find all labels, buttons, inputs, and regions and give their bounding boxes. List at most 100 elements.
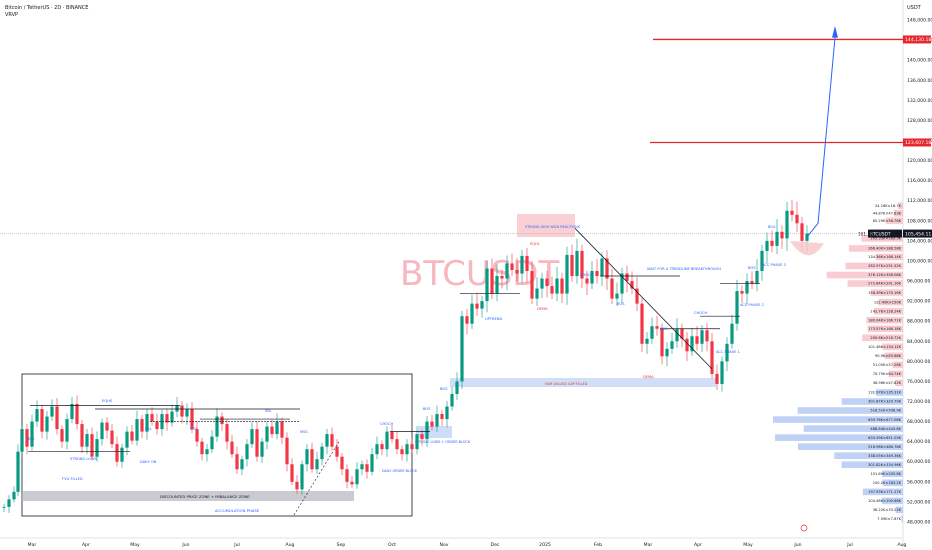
candle-body — [70, 404, 74, 420]
symbol-title: Bitcoin / TetherUS · 2D · BINANCE — [5, 5, 89, 11]
volume-profile-title: VRVP — [5, 12, 19, 18]
candle-body — [540, 278, 544, 289]
candle-body — [620, 273, 624, 294]
volume-profile-bar — [862, 334, 903, 342]
candle-body — [325, 434, 329, 447]
target-1-tag-text: 144,130.18 — [905, 37, 931, 43]
watermark-text: BTCUSDT — [400, 254, 559, 294]
volume-profile-label: 122.49K×150K — [874, 300, 902, 304]
candle-body — [555, 278, 559, 294]
structure-annotation: DAILY OB — [140, 460, 157, 464]
candle-body — [530, 271, 534, 299]
candle-body — [330, 434, 334, 447]
volume-profile-bar — [885, 217, 903, 225]
candle-body — [595, 271, 599, 277]
candle-body — [200, 441, 204, 455]
candle-body — [235, 454, 239, 470]
candle-body — [50, 406, 54, 417]
candle-body — [370, 454, 374, 472]
candle-body — [565, 254, 569, 294]
trendline — [574, 228, 713, 370]
volume-profile-label: 200.6K×216.72K — [870, 336, 901, 340]
candle-body — [345, 469, 349, 482]
candle-body — [570, 254, 574, 277]
volume-profile-label: 272.84K×291.16K — [868, 282, 902, 286]
candle-body — [135, 419, 139, 441]
volume-profile-label: 282.97K×291.52K — [868, 264, 902, 268]
volume-profile-label: 104.48K×100.66K — [868, 499, 902, 503]
candle-body — [270, 426, 274, 435]
volume-profile-bar — [834, 452, 903, 460]
volume-profile-bar — [878, 298, 903, 306]
time-tick-label: Feb — [594, 542, 602, 548]
candle-body — [700, 330, 704, 344]
volume-profile-label: 158.39K×170.16K — [868, 291, 902, 295]
candle-body — [665, 348, 669, 357]
candle-body — [745, 281, 749, 294]
candle-body — [120, 447, 124, 462]
alert-icon — [800, 524, 808, 532]
candle-body — [525, 255, 529, 271]
candle-body — [400, 449, 404, 455]
volume-profile-label: 205.33K×189.3K — [870, 237, 901, 241]
price-tick-label: 108,000.00 — [907, 218, 932, 224]
discount-zone — [22, 491, 354, 501]
volume-profile-label: 51.05K×57.28K — [873, 363, 902, 367]
volume-profile-bar — [803, 425, 903, 432]
volume-profile-bar — [881, 497, 903, 505]
volume-profile-label: 24.16K×18.7K — [875, 204, 902, 208]
candle-body — [420, 434, 424, 440]
price-tick-label: 100,000.00 — [907, 258, 932, 264]
candle-body — [510, 263, 514, 270]
time-tick-label: May — [130, 542, 140, 548]
structure-annotation: FVG FILLED — [62, 477, 83, 481]
structure-annotation: BOS — [190, 427, 198, 431]
candle-body — [170, 411, 174, 423]
candle-body — [7, 499, 11, 507]
candle-body — [250, 429, 254, 445]
strong-lows-ob-label: STRONG LOWS + ORDER BLOCK — [415, 440, 471, 444]
candle-body — [125, 431, 129, 448]
candle-body — [280, 421, 284, 438]
volume-profile-bar — [875, 389, 903, 396]
candle-body — [650, 326, 654, 339]
candle-body — [500, 276, 504, 279]
structure-annotation: BOS — [423, 407, 431, 411]
candle-body — [475, 303, 479, 309]
candle-body — [150, 414, 154, 422]
price-tick-label: 80,000.00 — [907, 359, 930, 365]
candle-body — [770, 240, 774, 246]
candle-body — [110, 430, 114, 445]
candle-body — [710, 341, 714, 374]
candle-body — [210, 436, 214, 450]
time-tick-label: Aug — [286, 542, 295, 548]
strong-high-label: STRONG HIGH WICK REACTIONS — [525, 225, 580, 229]
structure-annotation: EQHS — [102, 399, 113, 403]
volume-profile-bar — [898, 202, 903, 210]
candle-body — [645, 338, 649, 344]
price-tick-label: 132,000.00 — [907, 98, 932, 104]
candle-body — [12, 491, 16, 500]
fair-value-gap-zone — [450, 378, 716, 387]
candle-body — [185, 409, 189, 417]
projection-path — [807, 37, 836, 237]
candle-body — [25, 429, 29, 447]
volume-profile-label: 630.39K×651.03K — [868, 436, 902, 440]
last-price-tag-text: 105,454.11 — [905, 231, 931, 237]
volume-profile-label: 85.29K×56.76K — [873, 219, 902, 223]
price-tick-label: 88,000.00 — [907, 319, 930, 325]
candle-body — [260, 441, 264, 457]
structure-annotation: BOS — [768, 225, 776, 229]
candle-body — [535, 288, 539, 299]
candle-body — [795, 214, 799, 224]
volume-profile-bar — [866, 316, 903, 324]
candle-body — [290, 464, 294, 482]
candle-body — [600, 258, 604, 277]
volume-profile-label: 101.48K×134.12K — [868, 345, 902, 349]
price-tick-label: 76,000.00 — [907, 379, 930, 385]
volume-profile-bar — [862, 488, 903, 496]
price-tick-label: 72,000.00 — [907, 399, 930, 405]
candle-body — [20, 429, 24, 452]
